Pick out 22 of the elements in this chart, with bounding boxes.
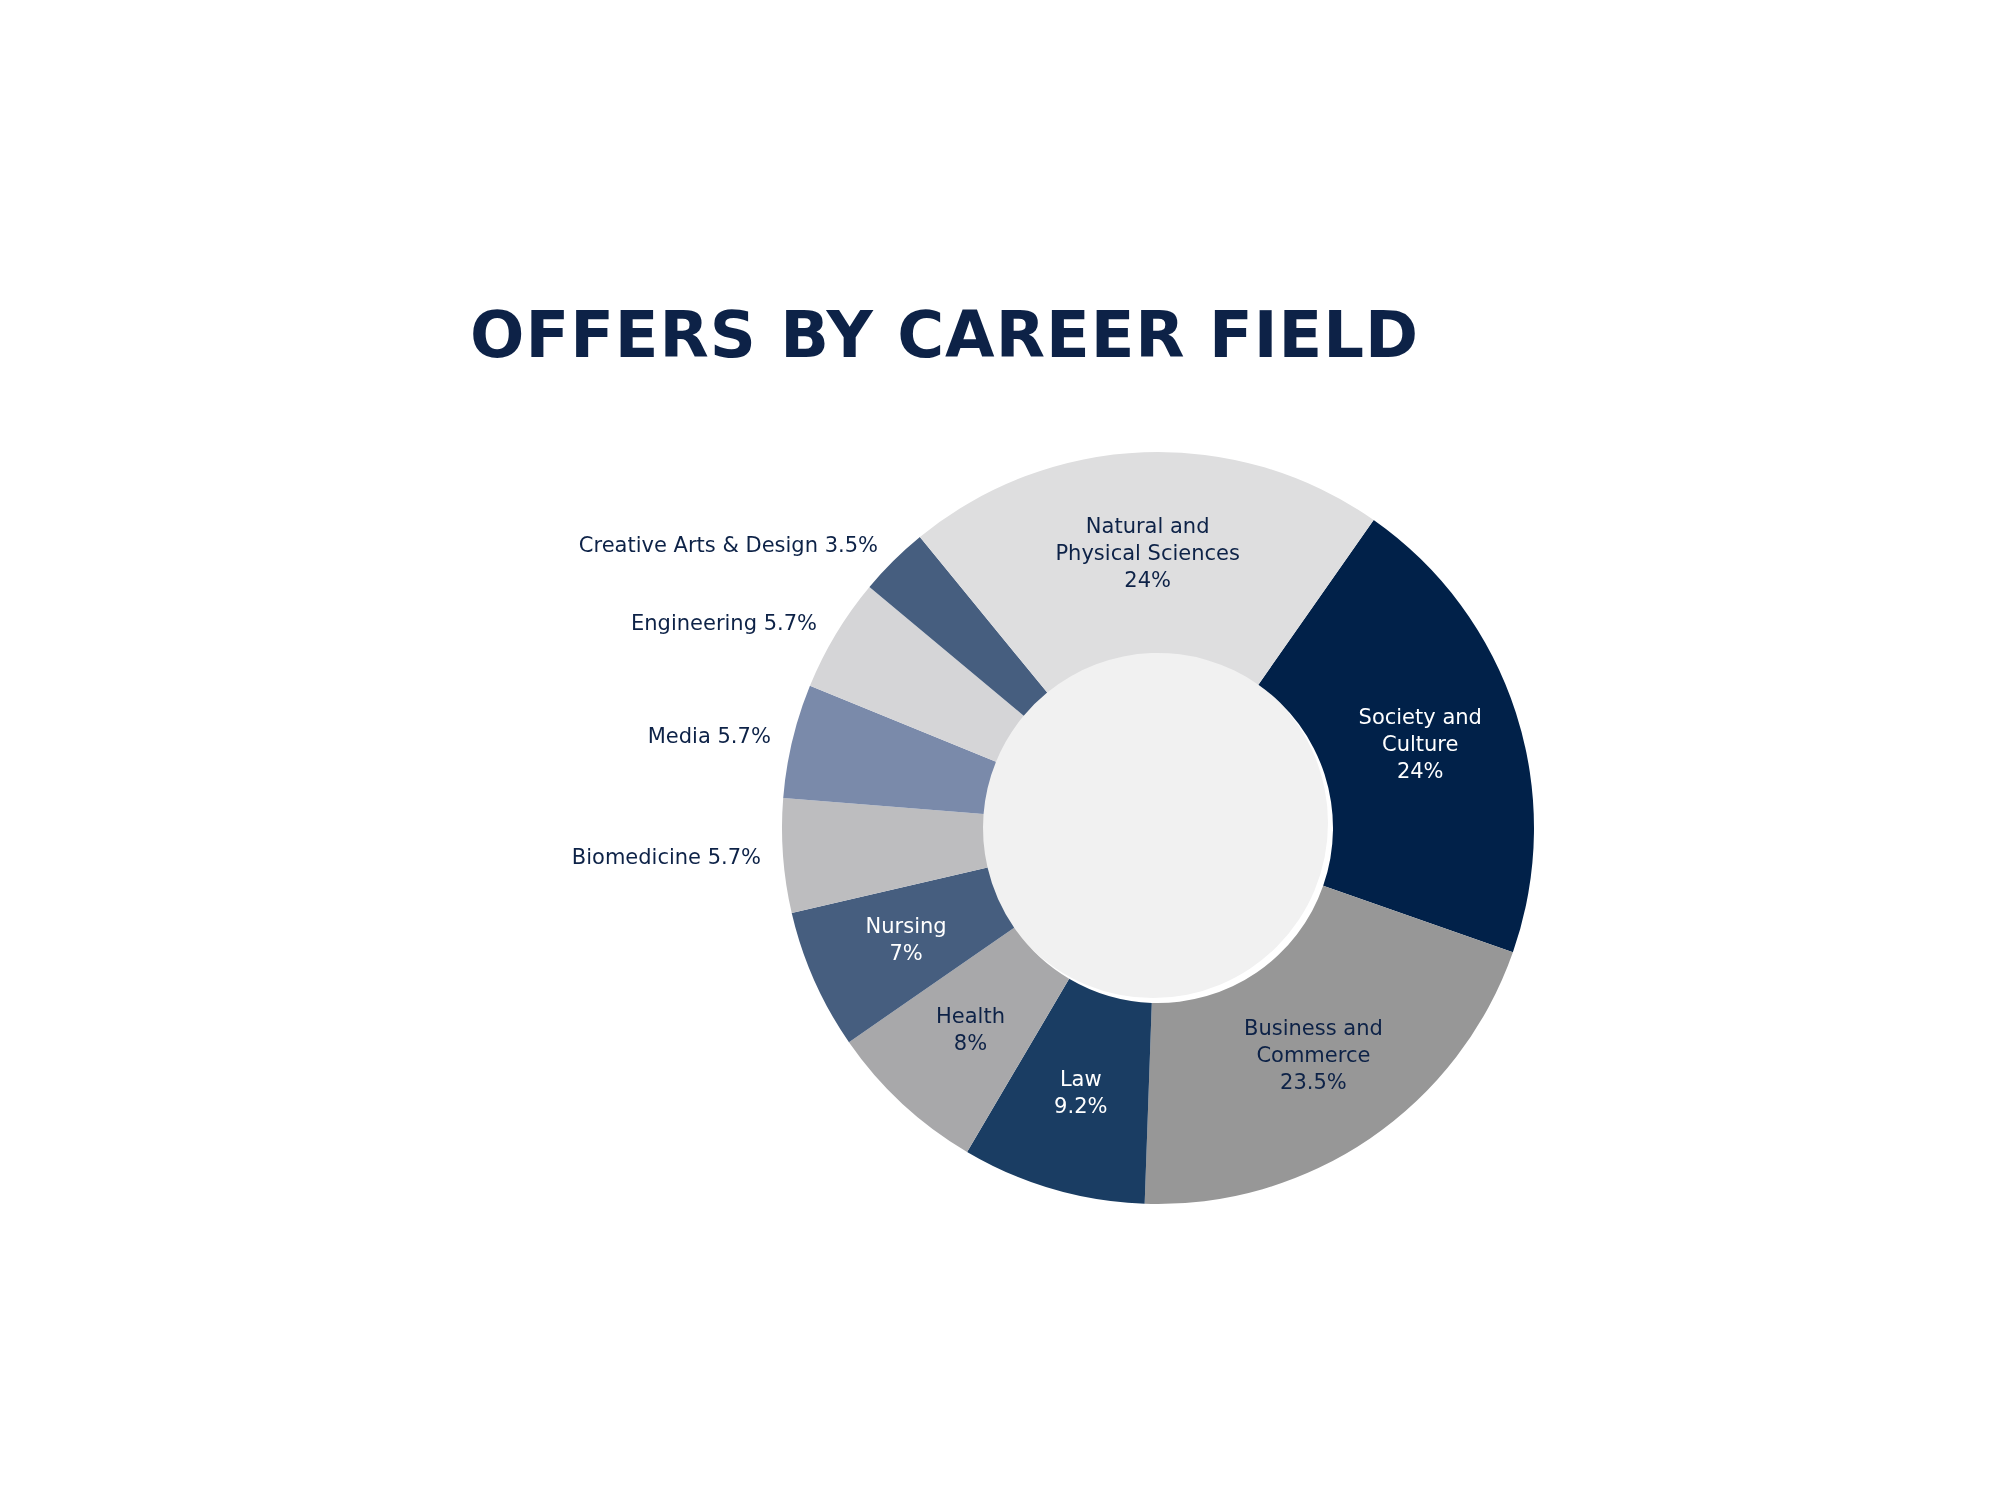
data-label: 24% xyxy=(1124,567,1172,592)
slice-label: Creative Arts & Design 3.5% xyxy=(578,533,879,558)
slice-label: Engineering 5.7% xyxy=(631,610,818,635)
data-label: 7% xyxy=(889,941,923,966)
slice-label: Business and Commerce xyxy=(1244,1016,1383,1068)
slice-label: Society and Culture xyxy=(1358,704,1482,756)
chart-title: OFFERS BY CAREER FIELD xyxy=(470,298,1420,372)
donut-slice xyxy=(783,685,997,814)
donut-slice xyxy=(1144,885,1513,1204)
data-label: 23.5% xyxy=(1280,1070,1347,1095)
slice-label: Health xyxy=(936,1004,1005,1029)
slice-label: Media 5.7% xyxy=(647,723,771,748)
donut-slice xyxy=(782,797,988,913)
slice-label: Nursing xyxy=(865,914,947,939)
donut-slice xyxy=(1258,520,1534,953)
slice-label: Biomedicine 5.7% xyxy=(571,845,762,870)
data-label: 8% xyxy=(953,1031,988,1056)
data-label: 9.2% xyxy=(1054,1093,1108,1118)
slice-label: Law xyxy=(1059,1066,1102,1091)
slice-label: Natural and Physical Sciences xyxy=(1055,513,1240,565)
donut-slice xyxy=(919,452,1374,693)
data-label: 24% xyxy=(1396,758,1444,783)
